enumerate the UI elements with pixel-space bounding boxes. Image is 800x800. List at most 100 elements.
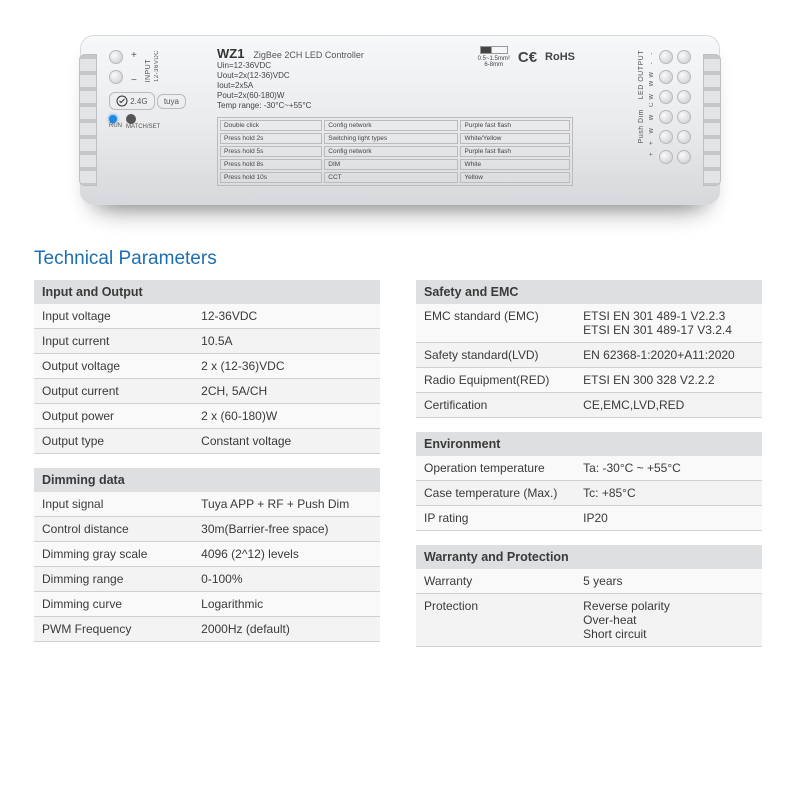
spec-cell: Dimming gray scale bbox=[34, 542, 193, 567]
mode-cell: White bbox=[460, 159, 570, 170]
spec-cell: Input signal bbox=[34, 492, 193, 517]
mode-cell: Yellow bbox=[460, 172, 570, 183]
spec-row: Output typeConstant voltage bbox=[34, 429, 380, 454]
mode-cell: White/Yellow bbox=[460, 133, 570, 144]
env-title: Environment bbox=[416, 432, 762, 456]
spec-cell: 5 years bbox=[575, 569, 762, 594]
model-number: WZ1 bbox=[217, 46, 244, 61]
spec-cell: Input current bbox=[34, 329, 193, 354]
spec-cell: PWM Frequency bbox=[34, 617, 193, 642]
mode-cell: CCT bbox=[324, 172, 458, 183]
spec-cell: Dimming range bbox=[34, 567, 193, 592]
mode-cell: Double click bbox=[220, 120, 322, 131]
mode-cell: Purple fast flash bbox=[460, 146, 570, 157]
spec-line: Uout=2x(12-36)VDC bbox=[217, 71, 573, 81]
war-block: Warranty and Protection Warranty5 yearsP… bbox=[416, 545, 762, 647]
spec-cell: 2CH, 5A/CH bbox=[193, 379, 380, 404]
match-label: MATCH/SET bbox=[126, 124, 160, 130]
war-table: Warranty5 yearsProtectionReverse polarit… bbox=[416, 569, 762, 647]
spec-tables: Input and Output Input voltage12-36VDCIn… bbox=[0, 276, 800, 647]
tuya-badge: 2.4G bbox=[109, 92, 155, 110]
spec-lines: Uin=12-36VDC Uout=2x(12-36)VDC Iout=2x5A… bbox=[217, 61, 573, 111]
spec-cell: IP20 bbox=[575, 506, 762, 531]
mode-cell: Config network bbox=[324, 120, 458, 131]
section-title: Technical Parameters bbox=[0, 240, 800, 276]
compliance-marks: 0.5~1.5mm² 6-8mm C€ RoHS bbox=[478, 46, 575, 68]
spec-cell: Radio Equipment(RED) bbox=[416, 368, 575, 393]
rf-label: 2.4G bbox=[130, 97, 147, 106]
wire-icon bbox=[480, 46, 508, 54]
spec-row: Input current10.5A bbox=[34, 329, 380, 354]
output-channel-labels: + + W W CW WW - - bbox=[649, 50, 655, 164]
io-table: Input voltage12-36VDCInput current10.5AO… bbox=[34, 304, 380, 454]
spec-row: ProtectionReverse polarity Over-heat Sho… bbox=[416, 594, 762, 647]
mode-cell: Press hold 2s bbox=[220, 133, 322, 144]
spec-cell: 2 x (60-180)W bbox=[193, 404, 380, 429]
spec-cell: Input voltage bbox=[34, 304, 193, 329]
device-right-block: LED OUTPUT Push Dim + + W W CW WW - - bbox=[587, 36, 695, 204]
spec-cell: Output current bbox=[34, 379, 193, 404]
io-title: Input and Output bbox=[34, 280, 380, 304]
spec-row: Operation temperatureTa: -30°C ~ +55°C bbox=[416, 456, 762, 481]
mode-table: Double clickConfig network Purple fast fl… bbox=[217, 117, 573, 186]
spec-cell: Output voltage bbox=[34, 354, 193, 379]
spec-cell: Case temperature (Max.) bbox=[416, 481, 575, 506]
io-block: Input and Output Input voltage12-36VDCIn… bbox=[34, 280, 380, 454]
mode-table-body: Double clickConfig network Purple fast fl… bbox=[220, 120, 570, 183]
spec-cell: EN 62368-1:2020+A11:2020 bbox=[575, 343, 762, 368]
mode-cell: Switching light types bbox=[324, 133, 458, 144]
run-led-icon bbox=[109, 115, 117, 123]
spec-cell: CE,EMC,LVD,RED bbox=[575, 393, 762, 418]
spec-row: Warranty5 years bbox=[416, 569, 762, 594]
spec-row: IP ratingIP20 bbox=[416, 506, 762, 531]
spec-row: Input signalTuya APP + RF + Push Dim bbox=[34, 492, 380, 517]
left-column: Input and Output Input voltage12-36VDCIn… bbox=[34, 280, 380, 647]
model-subtitle: ZigBee 2CH LED Controller bbox=[253, 50, 364, 60]
spec-line: Pout=2x(60-180)W bbox=[217, 91, 573, 101]
spec-cell: Protection bbox=[416, 594, 575, 647]
mode-cell: Press hold 5s bbox=[220, 146, 322, 157]
mode-cell: Press hold 10s bbox=[220, 172, 322, 183]
spec-cell: Dimming curve bbox=[34, 592, 193, 617]
spec-cell: Control distance bbox=[34, 517, 193, 542]
spec-row: Case temperature (Max.)Tc: +85°C bbox=[416, 481, 762, 506]
spec-row: Output power2 x (60-180)W bbox=[34, 404, 380, 429]
led-button-row: RUN MATCH/SET bbox=[109, 114, 197, 130]
spec-cell: Output power bbox=[34, 404, 193, 429]
spec-cell: 30m(Barrier-free space) bbox=[193, 517, 380, 542]
ce-mark: C€ bbox=[518, 49, 537, 66]
safety-table: EMC standard (EMC)ETSI EN 301 489-1 V2.2… bbox=[416, 304, 762, 418]
spec-cell: Constant voltage bbox=[193, 429, 380, 454]
mode-cell: DIM bbox=[324, 159, 458, 170]
spec-cell: Certification bbox=[416, 393, 575, 418]
tuya-logo: tuya bbox=[157, 94, 186, 109]
spec-row: Output voltage2 x (12-36)VDC bbox=[34, 354, 380, 379]
spec-row: Dimming gray scale4096 (2^12) levels bbox=[34, 542, 380, 567]
spec-cell: 10.5A bbox=[193, 329, 380, 354]
device-mid-block: WZ1 ZigBee 2CH LED Controller Uin=12-36V… bbox=[209, 36, 581, 204]
product-photo: +− INPUT 12-36VDC 2.4G tuya RUN MATCH/SE… bbox=[0, 0, 800, 240]
mode-cell: Press hold 8s bbox=[220, 159, 322, 170]
wire-spec-bottom: 6-8mm bbox=[478, 62, 510, 68]
spec-row: Input voltage12-36VDC bbox=[34, 304, 380, 329]
spec-cell: EMC standard (EMC) bbox=[416, 304, 575, 343]
safety-title: Safety and EMC bbox=[416, 280, 762, 304]
spec-row: EMC standard (EMC)ETSI EN 301 489-1 V2.2… bbox=[416, 304, 762, 343]
spec-cell: Tc: +85°C bbox=[575, 481, 762, 506]
input-screws bbox=[109, 50, 123, 86]
mode-row: Press hold 2sSwitching light typesWhite/… bbox=[220, 133, 570, 144]
spec-cell: Warranty bbox=[416, 569, 575, 594]
right-column: Safety and EMC EMC standard (EMC)ETSI EN… bbox=[416, 280, 762, 647]
push-dim-label: Push Dim bbox=[638, 109, 645, 143]
env-block: Environment Operation temperatureTa: -30… bbox=[416, 432, 762, 531]
mode-row: Press hold 8sDIMWhite bbox=[220, 159, 570, 170]
device-body: +− INPUT 12-36VDC 2.4G tuya RUN MATCH/SE… bbox=[80, 35, 720, 205]
spec-row: Dimming curveLogarithmic bbox=[34, 592, 380, 617]
led-output-label: LED OUTPUT bbox=[638, 50, 645, 99]
spec-line: Temp range: -30°C~+55°C bbox=[217, 101, 573, 111]
spec-cell: 4096 (2^12) levels bbox=[193, 542, 380, 567]
input-polarity: +− bbox=[131, 50, 137, 86]
spec-cell: Output type bbox=[34, 429, 193, 454]
spec-row: Control distance30m(Barrier-free space) bbox=[34, 517, 380, 542]
input-label: INPUT bbox=[145, 59, 152, 83]
